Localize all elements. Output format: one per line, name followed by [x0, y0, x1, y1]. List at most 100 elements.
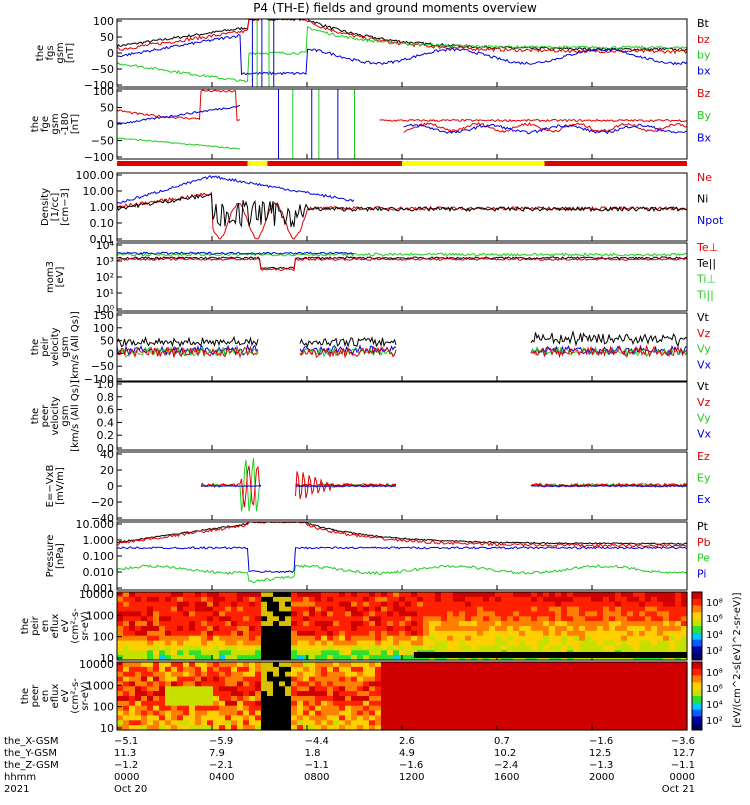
spectrogram-cell: [603, 662, 610, 668]
spectrogram-cell: [297, 666, 304, 673]
spectrogram-cell: [399, 691, 406, 697]
spectrogram-cell: [435, 705, 442, 712]
spectrogram-cell: [633, 715, 640, 721]
spectrogram-cell: [573, 720, 580, 726]
spectrogram-cell: [453, 662, 460, 668]
spectrogram-cell: [285, 681, 292, 687]
colorbar-tick-label: 10⁴: [706, 630, 723, 641]
spectrogram-cell: [579, 671, 586, 678]
spectrogram-cell: [573, 725, 580, 731]
spectrogram-cell: [201, 715, 208, 721]
spectrogram-cell: [267, 671, 274, 678]
spectrogram-cell: [129, 606, 136, 613]
spectrogram-cell: [447, 616, 454, 622]
spectrogram-cell: [339, 645, 346, 651]
spectrogram-cell: [675, 601, 682, 608]
spectrogram-cell: [237, 700, 244, 707]
y-tick-label: −50: [91, 135, 114, 148]
spectrogram-cell: [639, 700, 646, 707]
spectrogram-cell: [609, 611, 616, 617]
spectrogram-cell: [363, 626, 370, 632]
spectrogram-cell: [129, 715, 136, 721]
spectrogram-cell: [549, 671, 556, 678]
spectrogram-cell: [207, 691, 214, 697]
spectrogram-cell: [495, 686, 502, 692]
spectrogram-cell: [633, 611, 640, 617]
spectrogram-cell: [141, 691, 148, 697]
spectrogram-cell: [117, 630, 124, 637]
y-axis-label: peir: [30, 615, 41, 635]
spectrogram-cell: [117, 681, 124, 687]
spectrogram-cell: [459, 720, 466, 726]
spectrogram-cell: [519, 710, 526, 717]
spectrogram-cell: [363, 666, 370, 673]
spectrogram-cell: [429, 710, 436, 717]
spectrogram-cell: [399, 616, 406, 622]
spectrogram-cell: [645, 630, 652, 637]
spectrogram-cell: [249, 630, 256, 637]
spectrogram-cell: [411, 691, 418, 697]
spectrogram-cell: [153, 611, 160, 617]
spectrogram-cell: [201, 720, 208, 726]
spectrogram-cell: [627, 725, 634, 731]
spectrogram-cell: [147, 696, 154, 702]
spectrogram-cell: [237, 621, 244, 627]
spectrogram-cell: [591, 630, 598, 637]
spectrogram-cell: [291, 696, 298, 702]
spectrogram-cell: [627, 720, 634, 726]
spectrogram-cell: [303, 696, 310, 702]
spectrogram-cell: [567, 626, 574, 632]
spectrogram-cell: [183, 725, 190, 731]
spectrogram-cell: [531, 592, 538, 598]
spectrogram-cell: [423, 601, 430, 608]
legend-entry: Bz: [697, 87, 711, 100]
spectrogram-cell: [501, 666, 508, 673]
spectrogram-cell: [405, 611, 412, 617]
spectrogram-cell: [531, 635, 538, 642]
spectrogram-cell: [585, 725, 592, 731]
spectrogram-cell: [405, 596, 412, 603]
spectrogram-cell: [171, 650, 178, 656]
spectrogram-cell: [549, 715, 556, 721]
spectrogram-cell: [453, 611, 460, 617]
spectrogram-cell: [213, 616, 220, 622]
spectrogram-cell: [663, 635, 670, 642]
spectrogram-cell: [171, 606, 178, 613]
spectrogram-cell: [549, 592, 556, 598]
spectrogram-cell: [189, 621, 196, 627]
spectrogram-cell: [645, 681, 652, 687]
spectrogram-cell: [315, 635, 322, 642]
spectrogram-cell: [333, 640, 340, 647]
spectrogram-cell: [465, 606, 472, 613]
spectrogram-cell: [171, 645, 178, 651]
spectrogram-cell: [213, 592, 220, 598]
spectrogram-cell: [351, 650, 358, 656]
spectrogram-cell: [123, 626, 130, 632]
spectrogram-cell: [543, 626, 550, 632]
spectrogram-cell: [273, 592, 280, 598]
spectrogram-cell: [399, 676, 406, 683]
spectrogram-cell: [309, 662, 316, 668]
spectrogram-cell: [405, 681, 412, 687]
spectrogram-cell: [495, 662, 502, 668]
mode-bar-segment: [267, 161, 402, 166]
spectrogram-cell: [393, 691, 400, 697]
spectrogram-cell: [213, 700, 220, 707]
spectrogram-cell: [267, 635, 274, 642]
plot-area-pressure: [116, 521, 688, 584]
spectrogram-cell: [207, 655, 214, 661]
spectrogram-cell: [477, 691, 484, 697]
spectrogram-cell: [543, 671, 550, 678]
spectrogram-cell: [615, 720, 622, 726]
spectrogram-cell: [369, 635, 376, 642]
spectrogram-cell: [165, 725, 172, 731]
spectrogram-cell: [591, 710, 598, 717]
colorbar-frame: [691, 661, 703, 731]
spectrogram-cell: [333, 655, 340, 661]
spectrogram-cell: [579, 681, 586, 687]
spectrogram-cell: [525, 705, 532, 712]
spectrogram-cell: [135, 681, 142, 687]
spectrogram-cell: [567, 666, 574, 673]
spectrogram-cell: [147, 662, 154, 668]
spectrogram-cell: [273, 725, 280, 731]
